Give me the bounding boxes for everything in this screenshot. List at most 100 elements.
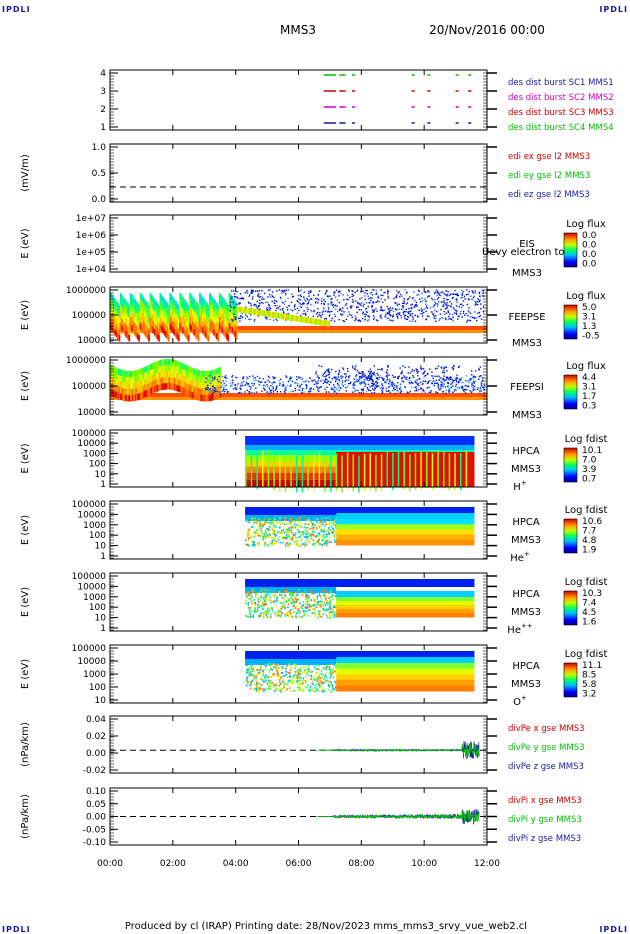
spectrogram-cell bbox=[141, 319, 143, 326]
spectrogram-cell bbox=[143, 299, 146, 306]
spectrogram-cell bbox=[182, 381, 184, 388]
spectrogram-cell bbox=[391, 385, 394, 387]
spectrogram-cell bbox=[352, 295, 355, 297]
spectrogram-cell bbox=[196, 315, 199, 322]
spectrogram-cell bbox=[327, 539, 329, 542]
spectrogram-cell bbox=[197, 335, 200, 342]
spectrogram-cell bbox=[311, 604, 314, 607]
spectrogram-cell bbox=[230, 325, 232, 332]
spectrogram-cell bbox=[358, 392, 361, 394]
spectrogram-cell bbox=[308, 541, 311, 544]
spectrogram-cell bbox=[272, 685, 275, 688]
spectrogram-cell bbox=[328, 295, 330, 298]
spectrogram-cell bbox=[123, 376, 125, 383]
spectrogram-cell bbox=[271, 381, 273, 384]
spectrogram-cell bbox=[188, 384, 191, 391]
spectrogram-cell bbox=[336, 382, 339, 384]
spectrogram-cell bbox=[325, 543, 328, 545]
spectrogram-cell bbox=[417, 388, 420, 391]
spectrogram-cell bbox=[389, 314, 391, 316]
spectrogram-cell bbox=[201, 303, 204, 310]
spectrogram-cell bbox=[356, 369, 359, 372]
spectrogram-cell bbox=[248, 532, 251, 534]
spectrogram-cell bbox=[225, 309, 228, 316]
spectrogram-cell bbox=[297, 531, 300, 533]
spectrogram-cell bbox=[281, 668, 284, 670]
spectrogram-cell bbox=[285, 293, 287, 295]
spectrogram-cell bbox=[374, 384, 376, 386]
spectrogram-cell bbox=[413, 291, 415, 293]
spectrogram-cell bbox=[478, 368, 480, 370]
spectrogram-cell bbox=[262, 539, 265, 541]
spectrogram-cell bbox=[155, 331, 158, 338]
spectrogram-cell bbox=[306, 526, 308, 529]
spectrogram-cell bbox=[472, 296, 475, 299]
spectrogram-cell bbox=[257, 295, 259, 297]
spectrogram-cell bbox=[470, 370, 473, 372]
spectrogram-cell bbox=[292, 676, 295, 678]
spectrogram-cell bbox=[312, 535, 315, 538]
spectrogram-cell bbox=[125, 331, 128, 338]
corner-label-top-left: IPDLI bbox=[2, 5, 31, 14]
spectrogram-cell bbox=[448, 390, 451, 392]
spectrogram-cell bbox=[124, 370, 126, 378]
colorbar-tick-label: 0.3 bbox=[582, 402, 596, 412]
spectrogram-cell bbox=[364, 308, 367, 310]
spectrogram-cell bbox=[314, 534, 316, 537]
spectrogram-cell bbox=[131, 382, 133, 390]
spectrogram-cell bbox=[134, 376, 136, 383]
spectrogram-cell bbox=[412, 382, 414, 385]
spectrogram-cell bbox=[351, 305, 353, 307]
spectrogram-cell bbox=[426, 291, 429, 293]
spectrogram-cell bbox=[268, 304, 271, 307]
spectrogram-cell bbox=[190, 307, 193, 314]
spectrogram-cell bbox=[289, 612, 292, 614]
spectrogram-cell bbox=[319, 604, 322, 607]
spectrogram-cell bbox=[201, 394, 204, 402]
spectrogram-cell bbox=[229, 301, 232, 304]
spectrogram-cell bbox=[324, 594, 327, 597]
spectrogram-cell bbox=[267, 301, 269, 304]
spectrogram-cell bbox=[159, 323, 162, 330]
spectrogram-cell bbox=[449, 293, 452, 295]
spectrogram-band bbox=[336, 513, 475, 519]
spectrogram-cell bbox=[276, 687, 278, 690]
spectrogram-cell bbox=[335, 387, 337, 389]
spectrogram-cell bbox=[146, 333, 149, 340]
spectrogram-cell bbox=[246, 532, 248, 535]
spectrogram-cell bbox=[316, 688, 318, 691]
spectrogram-cell bbox=[153, 374, 155, 381]
spectrogram-cell bbox=[312, 592, 314, 595]
spectrogram-cell bbox=[205, 370, 208, 378]
spectrogram-cell bbox=[421, 309, 423, 311]
instrument-label: HPCA bbox=[512, 589, 540, 600]
spectrogram-cell bbox=[462, 387, 464, 389]
spectrogram-cell bbox=[118, 335, 121, 342]
spectrogram-cell bbox=[264, 589, 266, 592]
y-axis-label: E (eV) bbox=[20, 300, 31, 330]
spectrogram-cell bbox=[172, 309, 175, 316]
spectrogram-cell bbox=[258, 606, 260, 609]
spectrogram-cell bbox=[253, 304, 255, 306]
spectrogram-cell bbox=[270, 676, 272, 679]
spectrogram-cell bbox=[335, 378, 338, 380]
spectrogram-cell bbox=[389, 309, 392, 312]
spectrogram-cell bbox=[215, 380, 218, 388]
spectrogram-cell bbox=[328, 526, 331, 529]
spectrogram-cell bbox=[184, 376, 186, 383]
spectrogram-cell bbox=[325, 320, 328, 327]
spectrogram-cell bbox=[292, 604, 295, 607]
spectrogram-cell bbox=[121, 369, 123, 377]
spectrogram-cell bbox=[373, 383, 375, 386]
spectrogram-cell bbox=[175, 331, 177, 338]
spectrogram-cell bbox=[369, 373, 371, 375]
y-tick-label: 10 bbox=[95, 470, 107, 480]
spectrogram-cell bbox=[175, 366, 177, 373]
spectrogram-cell bbox=[257, 534, 260, 537]
spectrogram-cell bbox=[301, 316, 304, 323]
spectrogram-cell bbox=[231, 303, 234, 310]
spectrogram-cell bbox=[163, 305, 166, 312]
spectrogram-cell bbox=[437, 365, 440, 367]
spectrogram-cell bbox=[165, 313, 167, 320]
spectrogram-cell bbox=[251, 595, 253, 598]
